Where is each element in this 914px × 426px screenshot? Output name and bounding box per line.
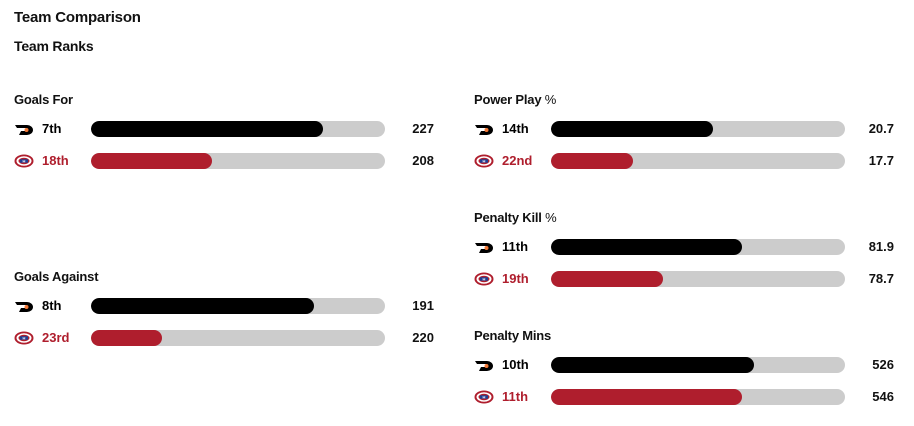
home-value: 20.7 xyxy=(868,121,894,136)
stat-label-text: Power Play xyxy=(474,92,542,107)
home-value: 191 xyxy=(412,298,434,313)
away-rank: 19th xyxy=(502,271,529,286)
flyers-logo-icon xyxy=(475,125,493,135)
stat-goals-for: Goals For 7th 227 H 18th 208 xyxy=(14,91,434,173)
svg-text:H: H xyxy=(23,158,26,163)
away-value: 17.7 xyxy=(868,153,894,168)
away-bar-fill xyxy=(91,153,212,169)
stat-label: Penalty Kill % xyxy=(474,209,894,227)
section-title: Team Ranks xyxy=(14,38,94,54)
stat-label: Goals Against xyxy=(14,268,434,286)
away-row: H 11th 546 xyxy=(474,387,894,409)
stat-label-text: Goals Against xyxy=(14,269,99,284)
svg-text:H: H xyxy=(483,394,486,399)
stat-label-text: Penalty Mins xyxy=(474,328,552,343)
home-rank: 8th xyxy=(42,298,62,313)
stat-label-text: Penalty Kill xyxy=(474,210,542,225)
canadiens-logo-icon: H xyxy=(474,154,494,168)
home-bar-fill xyxy=(551,239,743,255)
bar-track xyxy=(91,298,385,314)
home-value: 526 xyxy=(872,357,894,372)
svg-text:H: H xyxy=(483,276,486,281)
bar-track xyxy=(91,153,385,169)
away-row: H 18th 208 xyxy=(14,151,434,173)
home-row: 10th 526 xyxy=(474,355,894,377)
flyers-logo-icon xyxy=(15,125,33,135)
away-rank: 23rd xyxy=(42,330,70,345)
home-rank: 10th xyxy=(502,357,529,372)
stat-label-text: Goals For xyxy=(14,92,73,107)
home-bar-fill xyxy=(91,121,324,137)
home-value: 81.9 xyxy=(868,239,894,254)
home-rank: 7th xyxy=(42,121,62,136)
away-bar-fill xyxy=(551,153,634,169)
svg-text:H: H xyxy=(483,158,486,163)
home-rank: 11th xyxy=(502,239,529,254)
home-rank: 14th xyxy=(502,121,529,136)
bar-track xyxy=(551,389,845,405)
bar-track xyxy=(551,121,845,137)
away-value: 220 xyxy=(412,330,434,345)
away-value: 208 xyxy=(412,153,434,168)
home-row: 8th 191 xyxy=(14,296,434,318)
canadiens-logo-icon: H xyxy=(474,272,494,286)
stat-label: Penalty Mins xyxy=(474,327,894,345)
home-row: 7th 227 xyxy=(14,119,434,141)
away-value: 78.7 xyxy=(868,271,894,286)
away-row: H 23rd 220 xyxy=(14,328,434,350)
stat-label: Goals For xyxy=(14,91,434,109)
home-row: 14th 20.7 xyxy=(474,119,894,141)
bar-track xyxy=(91,330,385,346)
stat-penalty-kill: Penalty Kill % 11th 81.9 H 19th 78.7 xyxy=(474,209,894,291)
bar-track xyxy=(551,153,845,169)
home-value: 227 xyxy=(412,121,434,136)
bar-track xyxy=(551,271,845,287)
stat-label: Power Play % xyxy=(474,91,894,109)
home-bar-fill xyxy=(551,121,713,137)
away-bar-fill xyxy=(91,330,162,346)
away-value: 546 xyxy=(872,389,894,404)
bar-track xyxy=(551,357,845,373)
stat-goals-against: Goals Against 8th 191 H 23rd 220 xyxy=(14,268,434,350)
svg-text:H: H xyxy=(23,335,26,340)
away-rank: 11th xyxy=(502,389,529,404)
flyers-logo-icon xyxy=(15,302,33,312)
away-row: H 22nd 17.7 xyxy=(474,151,894,173)
flyers-logo-icon xyxy=(475,361,493,371)
bar-track xyxy=(551,239,845,255)
stat-penalty-mins: Penalty Mins 10th 526 H 11th 546 xyxy=(474,327,894,409)
canadiens-logo-icon: H xyxy=(14,331,34,345)
away-rank: 18th xyxy=(42,153,69,168)
home-bar-fill xyxy=(91,298,315,314)
stat-label-suffix: % xyxy=(545,210,557,225)
canadiens-logo-icon: H xyxy=(474,390,494,404)
page-title: Team Comparison xyxy=(14,9,141,26)
stat-power-play: Power Play % 14th 20.7 H 22nd 17.7 xyxy=(474,91,894,173)
home-bar-fill xyxy=(551,357,754,373)
stat-label-suffix: % xyxy=(544,92,557,107)
away-bar-fill xyxy=(551,271,663,287)
away-row: H 19th 78.7 xyxy=(474,269,894,291)
away-bar-fill xyxy=(551,389,743,405)
away-rank: 22nd xyxy=(502,153,533,168)
bar-track xyxy=(91,121,385,137)
canadiens-logo-icon: H xyxy=(14,154,34,168)
flyers-logo-icon xyxy=(475,243,493,253)
home-row: 11th 81.9 xyxy=(474,237,894,259)
